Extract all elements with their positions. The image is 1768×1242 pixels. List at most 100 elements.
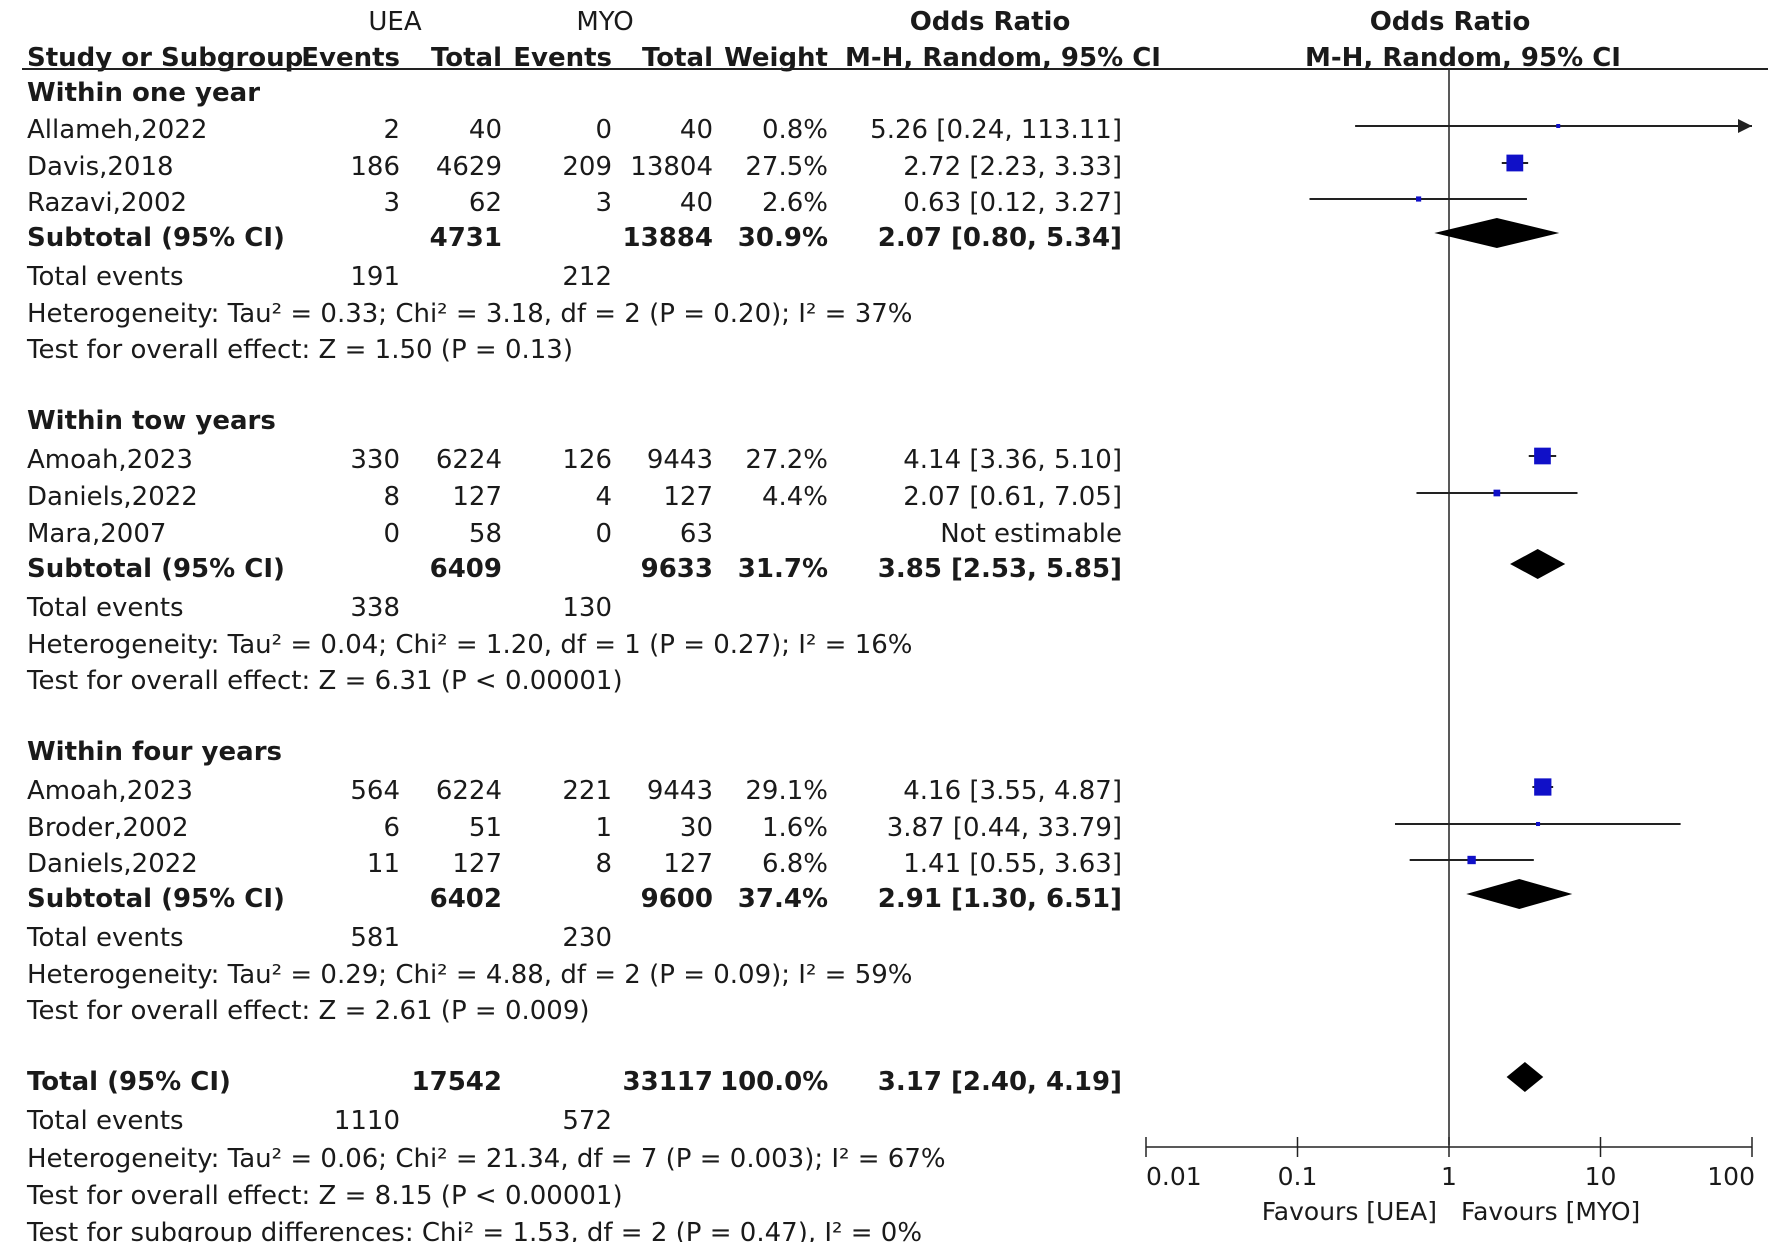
cell-e1: 11 xyxy=(366,849,400,879)
statistics-note: Test for overall effect: Z = 8.15 (P < 0… xyxy=(27,1181,623,1211)
events-label: Total events xyxy=(27,923,184,953)
plot-title: Odds Ratio xyxy=(1369,7,1531,37)
x-tick-label: 0.1 xyxy=(1278,1162,1318,1191)
cell-n2: 9443 xyxy=(646,776,713,806)
cell-ci: 0.63 [0.12, 3.27] xyxy=(903,188,1122,218)
study-point-estimate xyxy=(1536,821,1541,827)
subtotal-label: Subtotal (95% CI) xyxy=(27,554,285,584)
study-name: Broder,2002 xyxy=(27,813,189,843)
subtotal-diamond xyxy=(1434,218,1560,248)
study-name: Amoah,2023 xyxy=(27,776,193,806)
cell-e2: 212 xyxy=(562,262,612,292)
cell-ci: 2.07 [0.61, 7.05] xyxy=(903,482,1122,512)
study-point-estimate xyxy=(1534,447,1551,465)
cell-n1: 6402 xyxy=(429,884,502,914)
cell-e1: 186 xyxy=(350,152,400,182)
study-name: Mara,2007 xyxy=(27,519,167,549)
study-name: Allameh,2022 xyxy=(27,115,208,145)
subgroup-heading: Within one year xyxy=(27,78,261,108)
cell-ci: 3.87 [0.44, 33.79] xyxy=(886,813,1122,843)
cell-n1: 62 xyxy=(468,188,502,218)
cell-ci: 2.72 [2.23, 3.33] xyxy=(903,152,1122,182)
cell-e1: 2 xyxy=(383,115,400,145)
cell-n2: 127 xyxy=(663,849,713,879)
cell-ci: 5.26 [0.24, 113.11] xyxy=(870,115,1122,145)
cell-weight: 29.1% xyxy=(745,776,828,806)
cell-e1: 0 xyxy=(383,519,400,549)
total-label: Total (95% CI) xyxy=(27,1067,231,1097)
x-tick-label: 100 xyxy=(1707,1162,1755,1191)
cell-e2: 1 xyxy=(595,813,612,843)
cell-e1: 6 xyxy=(383,813,400,843)
events-label: Total events xyxy=(27,593,184,623)
cell-n2: 40 xyxy=(679,115,713,145)
or-method-header: M-H, Random, 95% CI xyxy=(845,43,1161,73)
header-rule xyxy=(22,68,1768,70)
cell-n2: 9633 xyxy=(640,554,713,584)
study-column-header: Study or Subgroup xyxy=(27,43,304,73)
cell-n1: 4629 xyxy=(435,152,502,182)
cell-ci: 4.14 [3.36, 5.10] xyxy=(903,445,1122,475)
cell-n1: 17542 xyxy=(411,1067,502,1097)
favours-left-label: Favours [UEA] xyxy=(1262,1197,1437,1226)
events2-header: Events xyxy=(513,43,612,73)
cell-e2: 230 xyxy=(562,923,612,953)
subtotal-diamond xyxy=(1510,549,1566,579)
favours-right-label: Favours [MYO] xyxy=(1461,1197,1640,1226)
cell-ci: 4.16 [3.55, 4.87] xyxy=(903,776,1122,806)
cell-e1: 8 xyxy=(383,482,400,512)
cell-weight: 2.6% xyxy=(761,188,828,218)
study-point-estimate xyxy=(1506,154,1524,172)
x-tick-label: 1 xyxy=(1441,1162,1457,1191)
cell-n1: 127 xyxy=(452,482,502,512)
cell-n2: 13804 xyxy=(630,152,713,182)
ci-arrow xyxy=(1738,119,1752,133)
study-point-estimate xyxy=(1416,196,1422,202)
cell-n1: 51 xyxy=(468,813,502,843)
cell-e1: 564 xyxy=(350,776,400,806)
study-name: Amoah,2023 xyxy=(27,445,193,475)
cell-n2: 9443 xyxy=(646,445,713,475)
cell-e2: 4 xyxy=(595,482,612,512)
cell-n2: 13884 xyxy=(622,223,713,253)
cell-n2: 33117 xyxy=(622,1067,713,1097)
cell-e2: 8 xyxy=(595,849,612,879)
study-name: Daniels,2022 xyxy=(27,849,198,879)
statistics-note: Test for overall effect: Z = 1.50 (P = 0… xyxy=(27,335,573,365)
cell-weight: 27.2% xyxy=(745,445,828,475)
cell-e2: 0 xyxy=(595,115,612,145)
group1-header: UEA xyxy=(368,7,422,37)
cell-e2: 130 xyxy=(562,593,612,623)
cell-n2: 63 xyxy=(679,519,713,549)
weight-header: Weight xyxy=(724,43,828,73)
cell-e1: 581 xyxy=(350,923,400,953)
cell-weight: 4.4% xyxy=(761,482,828,512)
cell-n2: 40 xyxy=(679,188,713,218)
cell-weight: 31.7% xyxy=(737,554,828,584)
cell-e2: 126 xyxy=(562,445,612,475)
statistics-note: Heterogeneity: Tau² = 0.06; Chi² = 21.34… xyxy=(27,1144,946,1174)
cell-weight: 37.4% xyxy=(737,884,828,914)
cell-weight: 27.5% xyxy=(745,152,828,182)
cell-n1: 127 xyxy=(452,849,502,879)
statistics-note: Heterogeneity: Tau² = 0.04; Chi² = 1.20,… xyxy=(27,630,913,660)
cell-e2: 221 xyxy=(562,776,612,806)
cell-e1: 191 xyxy=(350,262,400,292)
x-tick-label: 10 xyxy=(1585,1162,1617,1191)
cell-n1: 58 xyxy=(468,519,502,549)
statistics-note: Heterogeneity: Tau² = 0.33; Chi² = 3.18,… xyxy=(27,299,913,329)
events1-header: Events xyxy=(301,43,400,73)
cell-n2: 30 xyxy=(679,813,713,843)
cell-e1: 330 xyxy=(350,445,400,475)
total-diamond xyxy=(1506,1062,1544,1092)
or-column-title: Odds Ratio xyxy=(909,7,1071,37)
total1-header: Total xyxy=(430,43,502,73)
cell-e2: 572 xyxy=(562,1106,612,1136)
cell-n1: 4731 xyxy=(429,223,502,253)
cell-e2: 3 xyxy=(595,188,612,218)
plot-method-header: M-H, Random, 95% CI xyxy=(1305,43,1621,73)
cell-ci: 3.85 [2.53, 5.85] xyxy=(877,554,1122,584)
cell-n1: 40 xyxy=(468,115,502,145)
